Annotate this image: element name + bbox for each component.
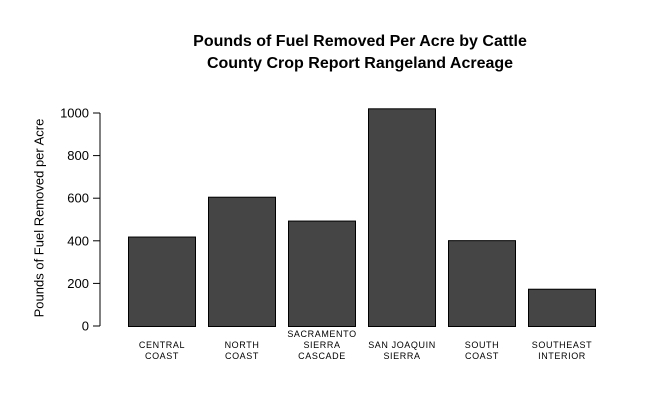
bar-2 — [288, 220, 356, 327]
x-category-label-4: SOUTH COAST — [465, 340, 500, 361]
x-category-label-0-line-0: CENTRAL — [139, 340, 185, 350]
x-category-label-2-line-1: SIERRA — [303, 340, 340, 350]
x-category-label-0-line-1: COAST — [145, 351, 179, 361]
x-category-label-3: SAN JOAQUIN SIERRA — [368, 340, 436, 361]
y-tick-label-600: 600 — [67, 191, 89, 206]
x-category-label-3-line-0: SAN JOAQUIN — [368, 340, 436, 350]
bar-3 — [368, 108, 436, 328]
x-category-label-5-line-0: SOUTHEAST — [532, 340, 592, 350]
x-category-label-0: CENTRAL COAST — [139, 340, 185, 361]
bar-4 — [448, 240, 516, 327]
x-category-label-3-line-1: SIERRA — [383, 351, 420, 361]
x-category-label-5: SOUTHEAST INTERIOR — [532, 340, 592, 361]
bar-0 — [128, 236, 196, 327]
x-category-label-1-line-1: COAST — [225, 351, 259, 361]
x-category-label-2: SACRAMENTO SIERRA CASCADE — [287, 329, 356, 361]
y-tick-label-0: 0 — [82, 319, 89, 334]
bar-5 — [528, 288, 596, 328]
x-category-label-2-line-2: CASCADE — [298, 351, 346, 361]
x-category-label-4-line-1: COAST — [465, 351, 499, 361]
y-tick-label-800: 800 — [67, 148, 89, 163]
y-tick-label-1000: 1000 — [60, 106, 89, 121]
y-tick-label-200: 200 — [67, 276, 89, 291]
x-category-label-2-line-0: SACRAMENTO — [287, 329, 356, 339]
bar-1 — [208, 196, 276, 327]
y-tick-label-400: 400 — [67, 233, 89, 248]
x-category-label-1: NORTH COAST — [225, 340, 260, 361]
chart-title-line-1: Pounds of Fuel Removed Per Acre by Cattl… — [193, 33, 527, 50]
x-category-label-5-line-1: INTERIOR — [538, 351, 586, 361]
x-category-label-4-line-0: SOUTH — [465, 340, 500, 350]
x-category-label-1-line-0: NORTH — [225, 340, 260, 350]
chart-title-line-2: County Crop Report Rangeland Acreage — [206, 55, 514, 72]
